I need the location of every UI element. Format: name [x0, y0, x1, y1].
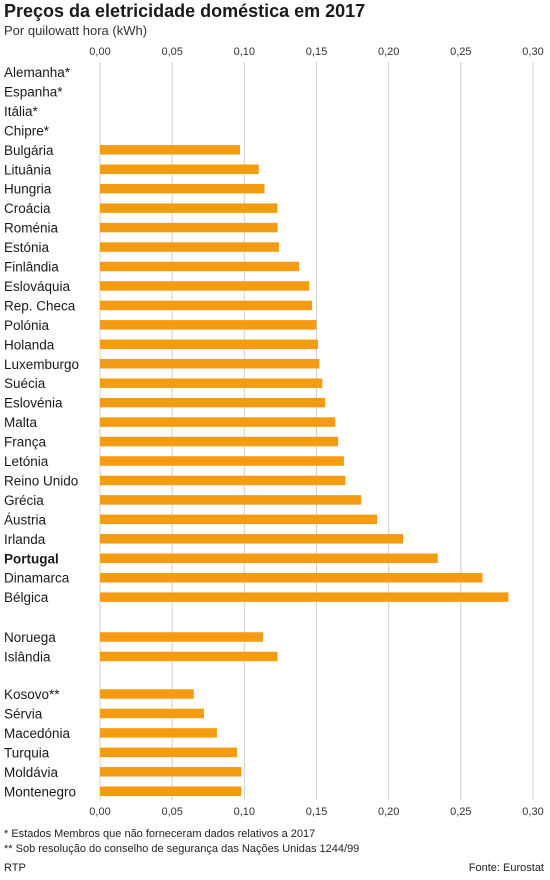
bar: [100, 767, 242, 777]
category-label: Eslováquia: [4, 279, 71, 294]
category-label: Moldávia: [4, 765, 59, 780]
bar: [100, 495, 362, 505]
category-label: Luxemburgo: [4, 357, 79, 372]
footnote-1: * Estados Membros que não forneceram dad…: [4, 828, 316, 840]
category-label: Dinamarca: [4, 571, 70, 586]
bar: [100, 553, 438, 563]
category-label: Turquia: [4, 745, 50, 760]
bottom-tick-label: 0,30: [522, 806, 543, 818]
category-label: Roménia: [4, 221, 59, 236]
category-label: Chipre*: [4, 123, 50, 138]
bar: [100, 534, 404, 544]
top-tick-label: 0,15: [306, 46, 327, 58]
category-label: Islândia: [4, 649, 51, 664]
bar: [100, 728, 217, 738]
category-label: Espanha*: [4, 84, 63, 99]
bar: [100, 689, 194, 699]
top-tick-label: 0,30: [522, 46, 543, 58]
category-label: Rep. Checa: [4, 298, 76, 313]
chart-subtitle: Por quilowatt hora (kWh): [4, 23, 148, 38]
category-label: Grécia: [4, 493, 44, 508]
bar: [100, 572, 483, 583]
category-label: Áustria: [4, 512, 47, 527]
category-label: Montenegro: [4, 784, 76, 799]
bar: [100, 242, 279, 252]
bar: [100, 417, 336, 427]
chart-title: Preços da eletricidade doméstica em 2017: [4, 1, 366, 21]
category-label: Estónia: [4, 240, 50, 255]
bar: [100, 747, 238, 758]
bottom-tick-label: 0,10: [234, 806, 255, 818]
category-label: Letónia: [4, 454, 49, 469]
bar: [100, 514, 378, 525]
bar: [100, 359, 320, 369]
top-tick-label: 0,05: [161, 46, 182, 58]
category-label: Reino Unido: [4, 473, 78, 488]
top-tick-label: 0,10: [234, 46, 255, 58]
category-label: Itália*: [4, 104, 39, 119]
bar: [100, 164, 259, 174]
top-tick-label: 0,00: [89, 46, 110, 58]
category-label: Holanda: [4, 337, 55, 352]
bottom-axis: 0,00 0,05 0,10 0,15 0,20 0,25 0,30: [89, 806, 543, 818]
category-label: Kosovo**: [4, 687, 60, 702]
category-label: Finlândia: [4, 260, 59, 275]
source-label: Fonte: Eurostat: [468, 862, 544, 874]
bar: [100, 281, 310, 291]
bar: [100, 397, 326, 408]
category-label: França: [4, 435, 47, 450]
top-axis: 0,00 0,05 0,10 0,15 0,20 0,25 0,30: [89, 46, 543, 58]
bar: [100, 632, 264, 642]
category-label: Bélgica: [4, 590, 49, 605]
category-label: Lituânia: [4, 162, 52, 177]
bar: [100, 339, 318, 350]
category-label: Noruega: [4, 630, 56, 645]
bar: [100, 456, 344, 466]
bars: [100, 145, 509, 796]
footnote-2: ** Sob resolução do conselho de seguranç…: [4, 843, 360, 855]
bar: [100, 261, 300, 272]
top-tick-label: 0,20: [378, 46, 399, 58]
top-tick-label: 0,25: [450, 46, 471, 58]
category-label: Sérvia: [4, 706, 43, 721]
bottom-tick-label: 0,00: [89, 806, 110, 818]
category-label: Hungria: [4, 182, 52, 197]
bar: [100, 320, 317, 330]
category-label: Macedónia: [4, 726, 71, 741]
bar: [100, 708, 204, 719]
bottom-tick-label: 0,15: [306, 806, 327, 818]
category-label: Polónia: [4, 318, 50, 333]
brand-logo-text: RTP: [4, 862, 26, 874]
bar: [100, 145, 241, 155]
bar: [100, 222, 278, 233]
category-label: Portugal: [4, 551, 59, 566]
bar: [100, 378, 323, 388]
bar: [100, 786, 242, 796]
category-label: Alemanha*: [4, 65, 71, 80]
bar: [100, 436, 339, 447]
category-label: Malta: [4, 415, 38, 430]
bottom-tick-label: 0,25: [450, 806, 471, 818]
category-label: Croácia: [4, 201, 51, 216]
category-label: Suécia: [4, 376, 46, 391]
category-labels: Alemanha* Espanha* Itália* Chipre* Bulgária L…: [4, 65, 79, 799]
bar: [100, 300, 313, 311]
bar: [100, 651, 278, 662]
category-label: Bulgária: [4, 143, 54, 158]
bottom-tick-label: 0,05: [161, 806, 182, 818]
category-label: Irlanda: [4, 532, 46, 547]
bar: [100, 592, 509, 602]
bottom-tick-label: 0,20: [378, 806, 399, 818]
bar: [100, 203, 278, 213]
category-label: Eslovénia: [4, 396, 63, 411]
bar: [100, 183, 265, 194]
bar: [100, 475, 346, 486]
